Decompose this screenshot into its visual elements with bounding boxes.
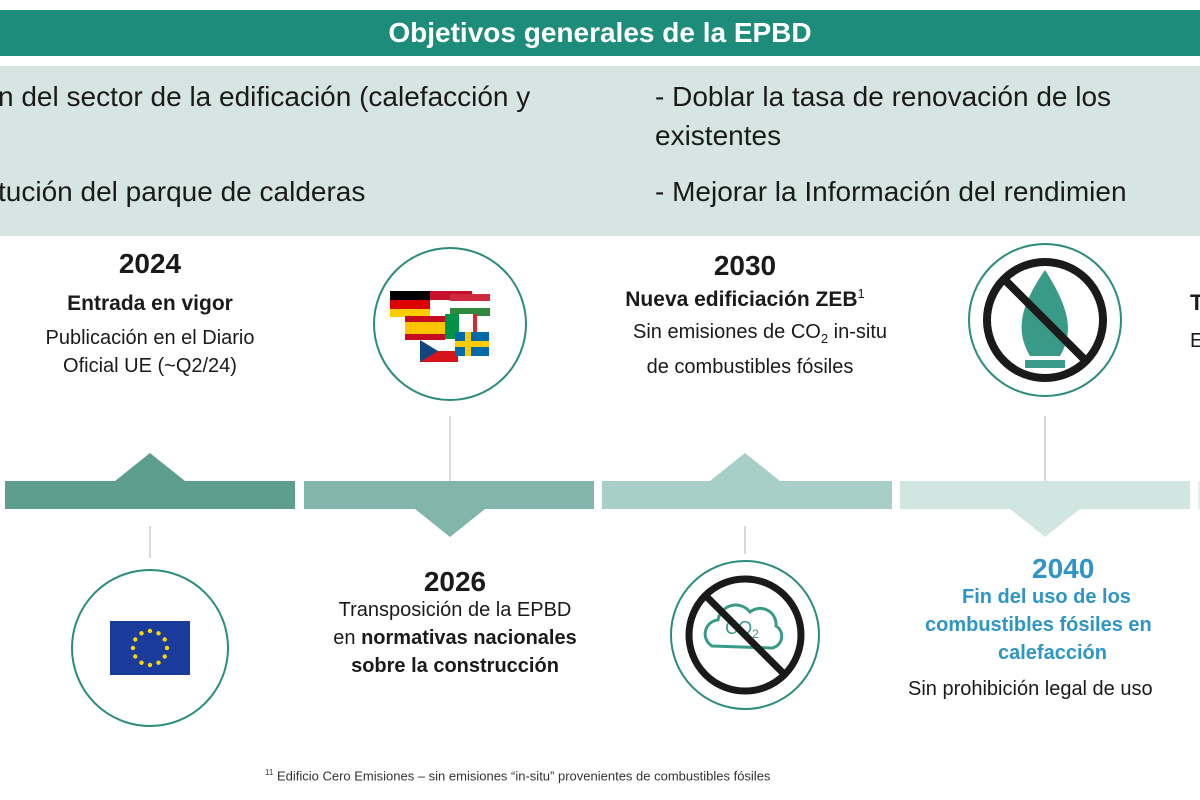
footnote-mark: 11: [265, 768, 274, 777]
objective: - Mejorar la Información del rendimien: [655, 176, 1127, 207]
milestone-2040: 2040 Fin del uso de los combustibles fós…: [900, 555, 1200, 703]
year: 2024: [118, 248, 182, 279]
title-text: Nueva edificiación ZEB: [625, 288, 858, 311]
milestone-title: Nueva edificiación ZEB1: [580, 280, 910, 314]
milestone-line: Publicación en el Diario: [45, 327, 255, 349]
milestone-2024: 2024 Entrada en vigor Publicación en el …: [40, 250, 260, 380]
objective: n del sector de la edificación (calefacc…: [0, 81, 531, 112]
eu-star: [133, 654, 138, 659]
eu-star: [162, 654, 167, 659]
objective: - Doblar la tasa de renovación de los: [655, 81, 1112, 112]
milestone-2026: 2026 Transposición de la EPBD en normati…: [300, 568, 610, 680]
line-text: in-situ: [833, 321, 888, 343]
year: 2030: [713, 250, 777, 281]
footnote: 11 Edificio Cero Emisiones – sin emision…: [265, 768, 770, 783]
line-text: Sin emisiones de CO: [632, 321, 821, 343]
milestone-prefix: en: [333, 627, 356, 649]
subscript: 2: [820, 331, 829, 346]
footnote-ref: 1: [857, 286, 865, 301]
milestone-bold: sobre la construcción: [351, 655, 559, 677]
milestone-line: Sin emisiones de CO2 in-situ: [580, 318, 910, 353]
eu-star: [130, 645, 136, 651]
eu-star: [162, 637, 167, 642]
milestone-2030: 2030 Nueva edificiación ZEB1 Sin emision…: [580, 252, 910, 381]
milestone-line: de combustibles fósiles: [646, 356, 854, 378]
edge-text: E: [1190, 330, 1200, 352]
eu-star: [156, 631, 161, 636]
eu-star: [147, 662, 153, 668]
year: 2040: [1032, 553, 1095, 584]
objectives-panel: [0, 66, 1200, 236]
milestone-highlight: Fin del uso de los: [962, 586, 1131, 608]
milestone-note: Sin prohibición legal de uso: [908, 678, 1153, 700]
eu-star: [147, 628, 153, 634]
header-title: Objetivos generales de la EPBD: [0, 10, 1200, 56]
footnote-text: Edificio Cero Emisiones – sin emisiones …: [276, 768, 771, 784]
milestone-line: Transposición de la EPBD: [338, 599, 572, 621]
objective: existentes: [655, 120, 782, 151]
objective: tución del parque de calderas: [0, 176, 366, 207]
eu-star: [133, 637, 138, 642]
edge-text: T: [1190, 290, 1200, 315]
eu-star: [139, 660, 144, 665]
milestone-line: Oficial UE (~Q2/24): [63, 355, 237, 377]
milestone-bold: normativas nacionales: [361, 627, 577, 649]
eu-star: [139, 631, 144, 636]
milestone-title: Entrada en vigor: [67, 292, 233, 315]
milestone-highlight: calefacción: [998, 642, 1107, 664]
co2-sub: 2: [752, 627, 759, 641]
milestone-highlight: combustibles fósiles en: [925, 614, 1152, 636]
year: 2026: [423, 566, 487, 597]
timeline: CO2: [5, 243, 1200, 727]
eu-star: [156, 660, 161, 665]
eu-star: [164, 645, 170, 651]
